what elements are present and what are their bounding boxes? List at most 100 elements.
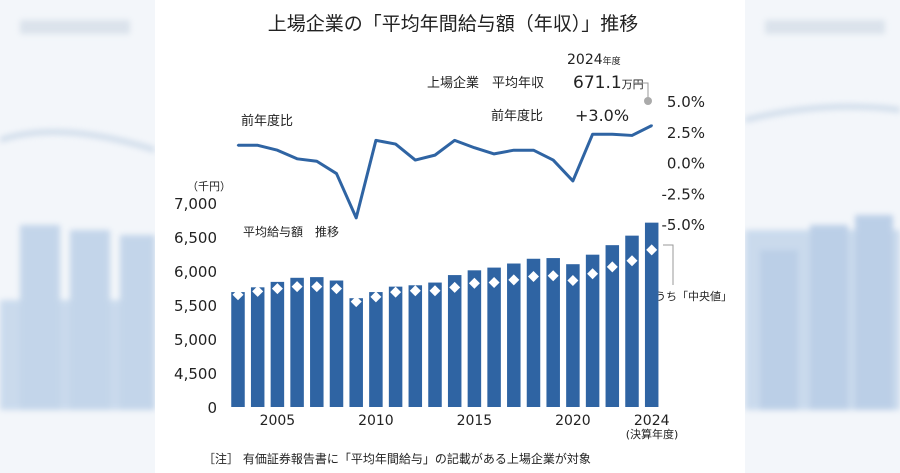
annotation-year-suffix: 年度 [603,55,621,67]
yoy-point-2014 [453,139,456,142]
chart: 上場企業の「平均年間給与額（年収）」推移 2024年度 上場企業 平均年収 67… [174,13,732,466]
yoy-point-2008 [335,172,338,175]
bar-series-label: 平均給与額 推移 [243,225,339,239]
x-tick-label: 2024 [634,413,670,429]
blurred-background-right [745,0,900,473]
yoy-point-2009 [355,216,358,220]
x-axis: 2005 2010 2015 2020 2024 [260,413,670,429]
yoy-point-2019 [552,158,555,162]
median-marker-2013 [429,285,441,297]
yoy-point-2024 [650,124,653,127]
annotation-annual-label: 上場企業 平均年収 [427,75,544,91]
yoy-point-2012 [414,158,417,162]
bar-2012 [408,285,423,407]
right-tick-label: 5.0% [667,93,705,111]
annotation-annual-unit: 万円 [622,78,644,91]
yoy-point-2023 [630,134,634,137]
bar-series [231,222,659,407]
yoy-point-2020 [571,179,575,183]
annotation-annual: 671.1万円 [573,73,644,93]
bar-2008 [329,280,344,407]
annotation-dot [644,97,652,105]
bar-2023 [625,235,639,407]
median-marker-2007 [311,281,323,293]
annotation-annual-value: 671.1 [573,73,622,93]
yoy-point-2021 [591,133,594,136]
median-marker-2005 [271,283,283,295]
right-tick-label: -5.0% [661,216,705,234]
bar-2020 [566,264,580,407]
yoy-point-2013 [433,153,437,157]
bar-2019 [546,258,560,407]
annotation-year-number: 2024 [567,52,603,68]
bar-2021 [585,254,600,407]
yoy-series [236,124,653,220]
bar-2003 [231,292,245,407]
median-marker-2024 [646,244,658,256]
line-series-label: 前年度比 [241,113,293,129]
left-axis: 7,000 6,500 6,000 5,500 5,000 4,500 0 [174,195,217,417]
blurred-background-left [0,0,155,473]
yoy-point-2004 [256,144,259,147]
bar-2005 [270,281,285,407]
bar-2009 [349,298,363,407]
median-marker-2004 [252,285,264,297]
x-tick-label: 2015 [457,413,493,429]
yoy-point-2006 [295,157,299,161]
median-series [232,244,658,308]
median-marker-2017 [508,274,520,286]
chart-title: 上場企業の「平均年間給与額（年収）」推移 [268,13,639,35]
bar-2004 [250,287,265,407]
bar-2022 [605,245,620,407]
yoy-line [238,124,653,220]
median-marker-2003 [232,289,244,301]
yoy-point-2005 [276,149,279,152]
right-tick-label: -2.5% [661,185,705,203]
median-marker-2018 [528,270,539,282]
median-marker-2023 [626,255,638,267]
bar-2016 [487,267,501,407]
annotation-yoy-value: +3.0% [575,106,629,125]
footnote: ［注］ 有価証券報告書に「平均年間給与」の記載がある上場企業が対象 [203,451,591,466]
median-marker-2011 [390,286,402,298]
median-marker-2009 [350,296,362,308]
median-marker-2008 [331,283,342,295]
left-tick-label: 4,500 [174,365,217,383]
yoy-point-2011 [394,142,397,146]
right-tick-label: 2.5% [667,124,705,142]
median-marker-2015 [468,277,480,289]
bar-2007 [310,277,324,407]
left-tick-label: 6,500 [174,229,217,247]
bar-2006 [290,277,304,407]
median-marker-2019 [547,270,559,282]
yoy-point-2016 [492,152,496,156]
annotation-year: 2024年度 [567,52,621,68]
median-marker-2022 [606,261,618,273]
yoy-point-2018 [532,149,535,152]
bar-2013 [428,282,442,407]
left-tick-label: 6,000 [174,263,217,281]
bar-2015 [467,270,482,407]
left-axis-unit: （千円） [187,180,231,193]
left-tick-label: 7,000 [174,195,217,213]
right-axis: 5.0% 2.5% 0.0% -2.5% -5.0% [661,93,705,234]
annotation-leader-line [633,82,649,100]
left-tick-label: 5,500 [174,297,217,315]
bar-2011 [388,286,403,407]
x-tick-label: 2005 [260,413,296,429]
x-tick-label: 2010 [358,413,394,429]
bar-2024 [644,222,659,407]
median-marker-2006 [291,281,303,293]
yoy-point-2022 [611,133,614,136]
bar-2014 [447,275,462,407]
bar-2017 [507,263,521,407]
median-marker-2020 [567,275,579,287]
median-legend-label: うち「中央値」 [655,290,732,303]
median-marker-2012 [409,285,421,297]
yoy-point-2007 [315,160,318,163]
left-tick-label: 5,000 [174,331,217,349]
median-marker-2016 [488,277,500,289]
x-tick-label: 2020 [555,413,591,429]
left-tick-label: 0 [207,399,217,417]
median-legend-leader [663,244,674,285]
